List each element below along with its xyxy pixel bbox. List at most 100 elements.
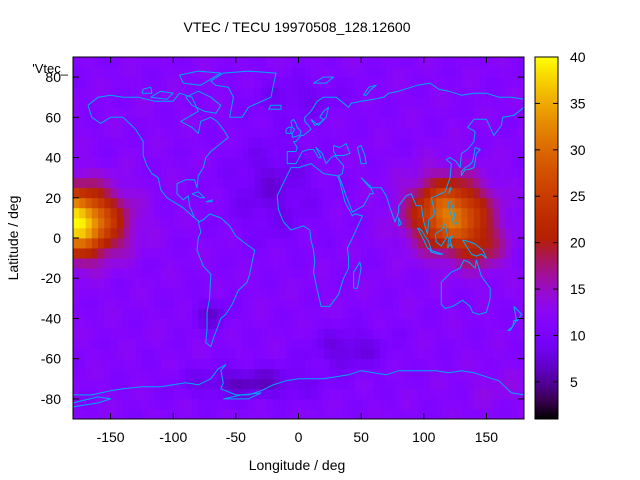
coast-baffin [185,90,222,114]
heatmap-cell [148,117,155,128]
heatmap-cell [116,157,124,169]
heatmap-cell [467,197,475,209]
heatmap-cell [304,97,312,108]
heatmap-cell [436,207,443,219]
heatmap-cell [129,328,137,339]
heatmap-cell [473,77,481,88]
heatmap-cell [336,378,343,390]
heatmap-cell [455,157,462,169]
heatmap-cell [179,268,187,279]
heatmap-cell [348,177,356,189]
heatmap-cell [204,398,212,410]
heatmap-cell [79,227,86,239]
heatmap-cell [473,398,481,410]
heatmap-cell [179,278,187,289]
heatmap-cell [417,187,425,199]
heatmap-cell [442,157,450,169]
heatmap-cell [404,388,412,400]
heatmap-cell [392,288,400,299]
colorbar-tick-label: 35 [570,95,586,111]
coast-scandinavia-gulf [310,106,330,126]
heatmap-cell [223,268,230,279]
heatmap-cell [235,388,243,400]
heatmap-cell [417,248,425,259]
heatmap-cell [379,318,387,329]
heatmap-cell [217,207,224,219]
heatmap-cell [254,57,262,68]
heatmap-cell [79,67,86,78]
heatmap-cell [135,187,143,199]
heatmap-cell [323,338,331,350]
heatmap-cell [498,127,506,138]
heatmap-cell [229,408,237,420]
heatmap-cell [166,258,174,269]
heatmap-cell [461,378,469,390]
heatmap-cell [455,248,462,259]
heatmap-cell [154,248,162,259]
heatmap-cell [486,308,494,319]
heatmap-cell [116,398,124,410]
heatmap-cell [179,207,187,219]
heatmap-cell [361,258,368,269]
heatmap-cell [273,107,281,118]
heatmap-cell [486,137,494,148]
heatmap-cell [298,358,306,370]
coast-antarctica [73,364,525,396]
heatmap-cell [486,97,494,108]
heatmap-cell [411,167,418,179]
heatmap-cell [148,408,155,420]
heatmap-cell [392,308,400,319]
heatmap-cell [104,408,111,420]
heatmap-cell [411,358,418,370]
heatmap-cell [404,217,412,229]
heatmap-cell [442,378,450,390]
heatmap-cell [455,117,462,128]
heatmap-cell [304,278,312,289]
heatmap-cell [135,97,143,108]
heatmap-cell [154,408,162,420]
heatmap-cell [336,278,343,289]
heatmap-cell [361,207,368,219]
heatmap-cell [242,77,249,88]
heatmap-cell [198,388,205,400]
heatmap-cell [73,107,80,118]
heatmap-cell [348,147,356,158]
heatmap-cell [367,348,375,360]
heatmap-cell [210,127,218,138]
heatmap-cell [417,288,425,299]
heatmap-cell [436,258,443,269]
heatmap-cell [473,378,481,390]
heatmap-cell [373,187,381,199]
heatmap-cell [417,57,425,68]
heatmap-cell [392,177,400,189]
heatmap-cell [511,107,519,118]
heatmap-cell [192,167,199,179]
heatmap-cell [511,117,519,128]
heatmap-cell [361,338,368,350]
heatmap-cell [179,187,187,199]
heatmap-cell [442,318,450,329]
heatmap-cell [361,157,368,169]
heatmap-cell [348,388,356,400]
heatmap-cell [411,217,418,229]
heatmap-cell [116,197,124,209]
heatmap-cell [91,167,99,179]
heatmap-cell [404,258,412,269]
heatmap-cell [311,408,318,420]
heatmap-cell [505,77,512,88]
heatmap-cell [254,348,262,360]
heatmap-cell [248,187,256,199]
heatmap-cell [423,87,431,98]
heatmap-cell [260,348,268,360]
heatmap-cell [298,207,306,219]
heatmap-cell [198,238,205,249]
heatmap-cell [436,57,443,68]
heatmap-cell [511,187,519,199]
heatmap-cell [304,298,312,309]
heatmap-cell [179,57,187,68]
heatmap-cell [85,107,93,118]
heatmap-cell [448,408,456,420]
heatmap-cell [517,87,525,98]
heatmap-cell [430,57,437,68]
heatmap-cell [248,398,256,410]
